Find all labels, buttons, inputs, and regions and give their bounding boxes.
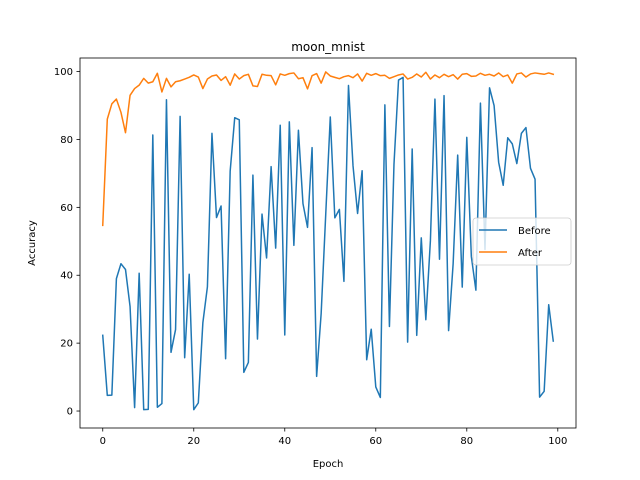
legend-label-after: After [518, 248, 543, 259]
x-tick-label: 100 [548, 436, 567, 447]
series-line-before [101, 76, 555, 411]
series-layer [101, 71, 555, 411]
x-tick-label: 20 [187, 436, 200, 447]
x-tick-label: 0 [100, 436, 106, 447]
y-tick-label: 80 [60, 135, 73, 146]
y-tick-label: 20 [60, 339, 73, 350]
x-tick-label: 80 [460, 436, 473, 447]
x-tick-label: 40 [278, 436, 291, 447]
x-axis-title: Epoch [313, 459, 344, 470]
y-tick-label: 60 [60, 203, 73, 214]
y-tick-label: 40 [60, 271, 73, 282]
legend-label-before: Before [518, 226, 551, 237]
series-line-after [101, 71, 555, 227]
y-tick-label: 100 [54, 67, 73, 78]
chart-title: moon_mnist [291, 40, 365, 54]
y-axis: 0 20 40 60 80 100 [54, 67, 80, 418]
y-tick-label: 0 [67, 407, 73, 418]
x-axis: 0 20 40 60 80 100 [100, 428, 567, 447]
axes-frame [79, 57, 577, 429]
legend: Before After [472, 217, 572, 266]
y-axis-title: Accuracy [27, 220, 38, 266]
x-tick-label: 60 [369, 436, 382, 447]
plot-area [79, 57, 577, 429]
